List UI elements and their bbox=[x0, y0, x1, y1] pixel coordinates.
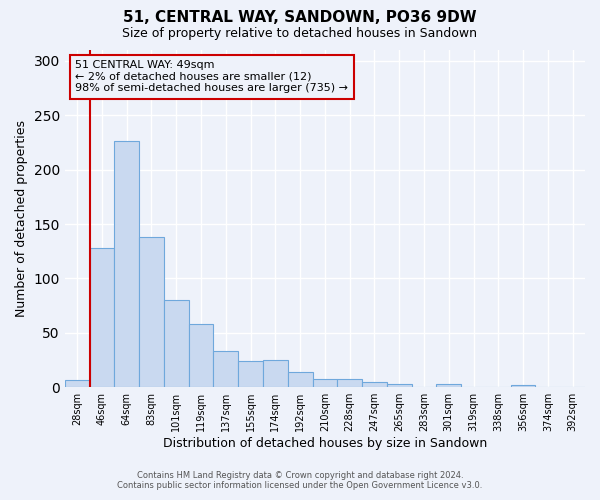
Bar bbox=[387, 384, 412, 387]
Bar bbox=[337, 378, 362, 387]
Bar bbox=[263, 360, 288, 387]
Bar bbox=[188, 324, 214, 387]
Bar bbox=[89, 248, 115, 387]
Bar bbox=[436, 384, 461, 387]
Bar bbox=[362, 382, 387, 387]
Bar bbox=[214, 352, 238, 387]
Bar bbox=[313, 378, 337, 387]
Bar bbox=[164, 300, 188, 387]
Text: 51 CENTRAL WAY: 49sqm
← 2% of detached houses are smaller (12)
98% of semi-detac: 51 CENTRAL WAY: 49sqm ← 2% of detached h… bbox=[75, 60, 348, 94]
Bar bbox=[238, 361, 263, 387]
Bar bbox=[139, 237, 164, 387]
Bar bbox=[288, 372, 313, 387]
Text: 51, CENTRAL WAY, SANDOWN, PO36 9DW: 51, CENTRAL WAY, SANDOWN, PO36 9DW bbox=[123, 10, 477, 25]
X-axis label: Distribution of detached houses by size in Sandown: Distribution of detached houses by size … bbox=[163, 437, 487, 450]
Bar bbox=[511, 385, 535, 387]
Y-axis label: Number of detached properties: Number of detached properties bbox=[15, 120, 28, 317]
Bar bbox=[65, 380, 89, 387]
Text: Contains HM Land Registry data © Crown copyright and database right 2024.
Contai: Contains HM Land Registry data © Crown c… bbox=[118, 470, 482, 490]
Text: Size of property relative to detached houses in Sandown: Size of property relative to detached ho… bbox=[122, 28, 478, 40]
Bar bbox=[115, 142, 139, 387]
